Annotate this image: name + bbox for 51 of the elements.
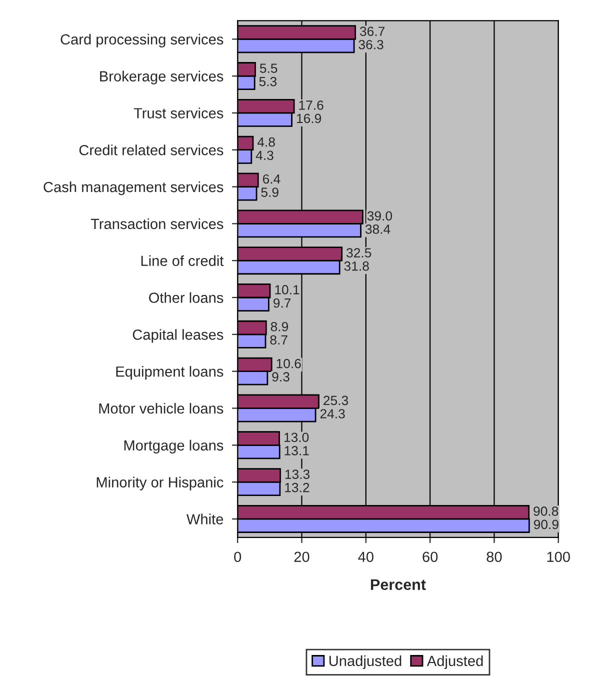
x-tick-label: 60 [422,552,438,562]
data-label: 36.3 [358,40,384,50]
data-label: 25.3 [324,396,348,406]
data-label: 5.3 [259,76,277,86]
data-label: 32.5 [346,248,372,258]
y-tick-label: Other loans [149,292,224,303]
y-tick-label: Card processing services [60,34,224,48]
data-label: 8.7 [270,335,288,345]
legend-label: Unadjusted [329,655,402,669]
y-tick-label: Trust services [134,108,224,118]
data-label: 9.7 [274,298,291,308]
data-label: 13.2 [285,482,310,492]
data-label: 6.4 [262,174,280,184]
legend-label: Adjusted [426,655,483,669]
data-label: 8.9 [270,322,288,332]
data-label: 10.1 [275,285,300,294]
data-label: 38.4 [365,224,390,234]
y-tick-label: Cash management services [44,181,224,196]
y-tick-label: White [186,514,224,524]
data-label: 5.5 [260,64,278,73]
data-label: 4.3 [256,150,274,160]
y-tick-label: Minority or Hispanic [96,476,224,490]
x-tick-label: 20 [294,552,310,562]
data-label: 90.9 [534,520,558,530]
data-label: 13.3 [285,470,310,479]
data-label: 10.6 [276,358,301,368]
data-label: 16.9 [296,114,322,124]
data-label: 90.8 [534,506,558,516]
y-tick-label: Line of credit [141,255,224,266]
data-label: 36.7 [360,26,385,36]
x-tick-label: 40 [358,552,374,562]
data-label: 31.8 [344,261,369,271]
y-tick-label: Mortgage loans [124,440,224,454]
data-label: 39.0 [367,211,392,221]
data-label: 17.6 [299,100,324,110]
data-label: 9.3 [272,372,290,382]
y-tick-label: Motor vehicle loans [99,402,224,414]
data-label: 5.9 [261,188,278,197]
x-tick-label: 0 [234,552,242,562]
data-label: 13.0 [284,432,309,442]
x-tick-label: 100 [547,552,570,562]
y-tick-label: Equipment loans [116,366,224,380]
y-tick-label: Capital leases [132,329,224,343]
y-tick-label: Brokerage services [100,70,224,84]
y-tick-label: Transaction services [90,218,224,230]
x-axis-title: Percent [370,579,426,590]
y-tick-label: Credit related services [79,144,224,156]
data-label: 13.1 [284,446,309,456]
data-label: 24.3 [320,409,345,418]
data-label: 4.8 [257,137,275,147]
x-tick-label: 80 [486,552,502,562]
